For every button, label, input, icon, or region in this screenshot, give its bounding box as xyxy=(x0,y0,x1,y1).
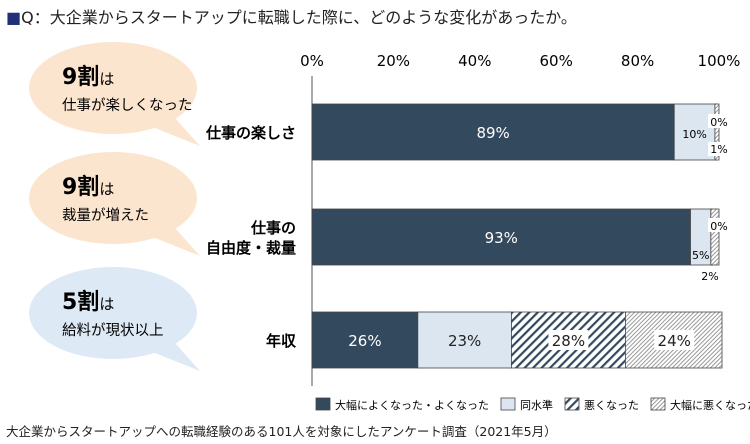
category-label: 年収 xyxy=(266,332,297,350)
category-label: 仕事の楽しさ xyxy=(205,124,296,142)
data-label: 24% xyxy=(658,332,691,350)
label-bg xyxy=(654,330,695,350)
x-tick-label: 20% xyxy=(377,52,410,70)
label-bg xyxy=(708,218,730,232)
legend-label: 大幅に悪くなった xyxy=(670,398,750,412)
x-tick-label: 100% xyxy=(698,52,741,70)
data-label: 0% xyxy=(710,116,727,129)
label-bg xyxy=(708,114,730,128)
bar-segment xyxy=(311,103,675,161)
bubble-text: 裁量が増えた xyxy=(62,207,149,224)
data-label: 0% xyxy=(710,220,727,233)
category-label: 仕事の xyxy=(250,219,296,237)
data-label: 93% xyxy=(485,229,518,247)
data-label: 5% xyxy=(692,249,709,262)
bubble-headline: 9割は xyxy=(62,64,114,90)
question-title: ■Q：大企業からスタートアップに転職した際に、どのような変化があったか。 xyxy=(6,4,577,28)
legend-label: 同水準 xyxy=(520,398,553,412)
bubble-headline: 9割は xyxy=(62,174,114,200)
x-tick-label: 0% xyxy=(300,52,324,70)
legend-label: 悪くなった xyxy=(584,399,639,412)
data-label: 89% xyxy=(476,124,509,142)
speech-bubble xyxy=(29,42,197,134)
survey-note: 大企業からスタートアップへの転職経験のある101人を対象にしたアンケート調査（2… xyxy=(6,424,557,439)
data-label: 28% xyxy=(552,332,585,350)
x-tick-label: 80% xyxy=(621,52,654,70)
title-marker: ■ xyxy=(6,8,22,27)
legend-swatch xyxy=(500,397,516,411)
title-text: Q：大企業からスタートアップに転職した際に、どのような変化があったか。 xyxy=(21,8,577,27)
legend-swatch xyxy=(650,397,666,411)
bubble-text: 給料が現状以上 xyxy=(62,322,164,339)
data-label: 1% xyxy=(710,143,727,156)
x-tick-label: 60% xyxy=(540,52,573,70)
bubble-headline: 5割は xyxy=(62,289,114,315)
data-label: 10% xyxy=(682,128,706,141)
bar-segment xyxy=(311,208,691,266)
bar-segment xyxy=(710,208,720,266)
bubble-text: 仕事が楽しくなった xyxy=(62,97,193,114)
legend-swatch xyxy=(564,397,580,411)
speech-bubble xyxy=(29,267,197,359)
label-bg xyxy=(548,330,589,350)
bar-segment xyxy=(714,103,720,161)
data-label: 26% xyxy=(348,332,381,350)
data-label: 23% xyxy=(448,332,481,350)
bar-segment xyxy=(417,311,512,369)
legend-label: 大幅によくなった・よくなった xyxy=(335,398,489,412)
bar-segment xyxy=(311,311,419,369)
label-bg xyxy=(708,142,730,156)
data-label: 2% xyxy=(701,270,718,283)
speech-bubble xyxy=(29,152,197,244)
category-label: 自由度・裁量 xyxy=(206,239,296,257)
legend-swatch xyxy=(315,397,331,411)
x-tick-label: 40% xyxy=(458,52,491,70)
